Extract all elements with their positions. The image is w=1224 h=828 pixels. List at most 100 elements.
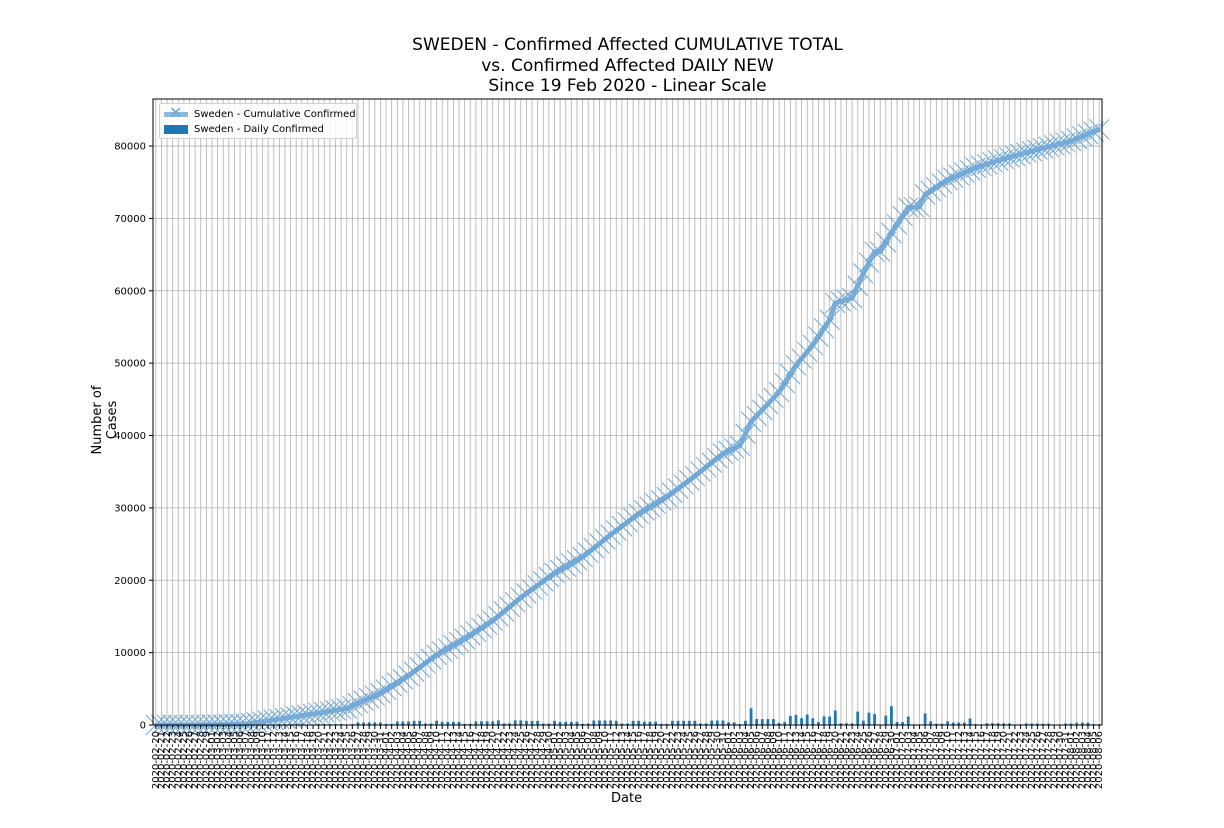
marker-stroke (375, 679, 397, 701)
daily-bar (631, 720, 635, 725)
daily-bar (1002, 723, 1006, 725)
marker-stroke (622, 507, 644, 529)
daily-bar (715, 720, 719, 725)
marker-stroke (1010, 143, 1031, 165)
marker-stroke (830, 291, 852, 312)
x-tick-label: 2020-04-09 (426, 731, 437, 789)
cumulative-point (1066, 128, 1088, 150)
x-tick-label: 2020-05-19 (651, 731, 662, 789)
cumulative-point (499, 596, 520, 618)
x-tick-label: 2020-05-11 (606, 731, 617, 789)
marker-stroke (695, 456, 717, 478)
daily-bar (513, 720, 517, 725)
marker-stroke (892, 205, 914, 227)
cumulative-point (617, 511, 638, 533)
x-tick-label: 2020-07-05 (915, 731, 926, 789)
daily-bar (968, 718, 972, 725)
x-tick-label: 2020-03-26 (347, 731, 358, 789)
plot-frame (152, 98, 1103, 726)
marker-stroke (970, 155, 992, 177)
daily-bar (407, 721, 410, 725)
x-tick-label: 2020-06-20 (830, 731, 841, 789)
x-tick-label: 2020-04-19 (482, 731, 493, 789)
x-tick-label: 2020-03-20 (314, 731, 325, 789)
marker-stroke (431, 641, 453, 662)
daily-bar (721, 720, 725, 725)
daily-bar (525, 720, 528, 725)
title-line-2: vs. Confirmed Affected DAILY NEW (481, 55, 774, 76)
x-tick-label: 2020-04-01 (381, 731, 392, 789)
marker-stroke (1004, 145, 1026, 167)
cumulative-point (347, 692, 369, 714)
marker-stroke (965, 157, 987, 179)
x-tick-label: 2020-06-15 (802, 731, 813, 789)
cumulative-point (656, 486, 678, 508)
cumulative-point (1027, 139, 1048, 161)
daily-bar (373, 722, 377, 725)
cumulative-point (723, 437, 745, 459)
daily-bar (637, 720, 641, 725)
cumulative-point (336, 698, 358, 719)
daily-bar (474, 721, 478, 725)
marker-stroke (774, 372, 796, 394)
marker-stroke (516, 583, 537, 604)
marker-stroke (954, 162, 975, 184)
x-tick-label: 2020-03-04 (224, 731, 235, 789)
daily-bar (867, 712, 871, 725)
marker-stroke (594, 528, 616, 550)
x-tick-label: 2020-05-29 (707, 731, 718, 789)
cumulative-point (1010, 143, 1031, 165)
daily-bar (586, 723, 590, 725)
daily-bar (642, 721, 646, 725)
marker-stroke (1055, 132, 1076, 153)
daily-bar (682, 720, 686, 725)
marker-stroke (1066, 128, 1088, 150)
x-tick-label: 2020-03-28 (359, 731, 370, 789)
daily-bar (906, 716, 910, 725)
x-tick-label: 2020-07-20 (999, 731, 1010, 789)
x-tick-label: 2020-07-28 (1044, 731, 1055, 789)
marker-stroke (499, 596, 520, 618)
marker-stroke (443, 634, 464, 656)
x-tick-label: 2020-02-24 (173, 731, 184, 789)
x-tick-label: 2020-04-15 (460, 731, 471, 789)
x-tick-label: 2020-04-22 (499, 731, 510, 789)
cumulative-point (364, 685, 386, 707)
marker-stroke (510, 587, 532, 608)
legend-item-daily: Sweden - Daily Confirmed (164, 122, 324, 136)
x-tick-label: 2020-06-29 (881, 731, 892, 789)
x-tick-label: 2020-07-04 (909, 731, 920, 789)
grid (153, 99, 1102, 726)
cumulative-point (813, 317, 835, 339)
marker-stroke (796, 341, 818, 363)
cumulative-point (942, 167, 964, 188)
marker-stroke (847, 275, 869, 297)
x-tick-label: 2020-04-17 (471, 731, 482, 789)
x-tick-label: 2020-03-07 (241, 731, 252, 789)
daily-bar (991, 723, 994, 725)
x-tick-label: 2020-05-02 (555, 731, 566, 789)
daily-bar (626, 723, 629, 725)
x-tick-label: 2020-07-03 (903, 731, 914, 789)
marker-stroke (931, 173, 953, 195)
marker-stroke (723, 437, 745, 459)
x-tick-label: 2020-07-02 (898, 731, 909, 789)
marker-stroke (381, 675, 403, 697)
cumulative-point (465, 621, 487, 642)
y-tick-label: 70000 (114, 214, 146, 225)
x-tick-label: 2020-04-20 (488, 731, 499, 789)
cumulative-point (628, 503, 650, 525)
x-tick-label: 2020-05-17 (639, 731, 650, 789)
cumulative-point (538, 566, 560, 588)
cumulative-point (718, 440, 739, 462)
daily-bar (940, 723, 944, 725)
cumulative-point (959, 159, 981, 181)
cumulative-point (690, 461, 711, 482)
cumulative-point (431, 641, 453, 662)
marker-stroke (982, 151, 1003, 173)
x-tick-label: 2020-05-14 (623, 731, 634, 789)
cumulative-line (145, 119, 1110, 736)
daily-bar (356, 722, 360, 725)
x-tick-label: 2020-07-07 (926, 731, 937, 789)
daily-bar (963, 722, 966, 725)
